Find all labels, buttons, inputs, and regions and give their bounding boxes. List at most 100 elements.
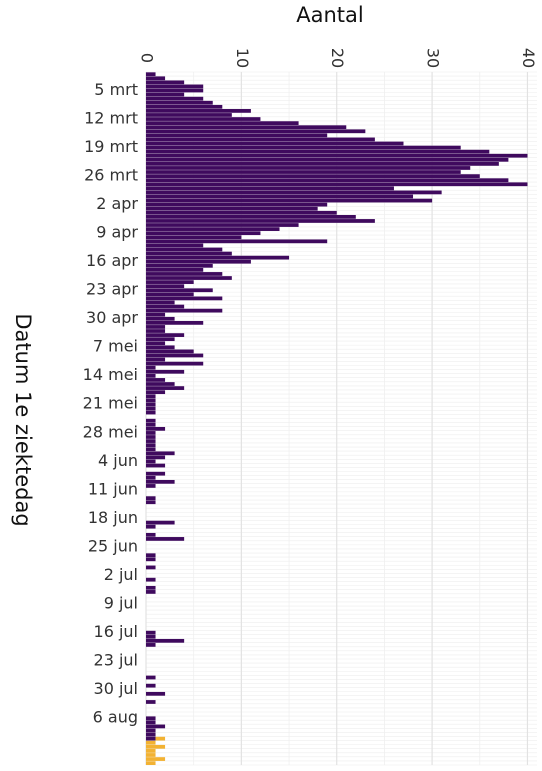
bar-series-1 bbox=[146, 455, 166, 460]
bar-series-1 bbox=[146, 125, 347, 130]
bar-series-1 bbox=[146, 210, 337, 215]
bar-series-1 bbox=[146, 357, 166, 362]
bar-series-1 bbox=[146, 157, 509, 162]
bar-series-1 bbox=[146, 312, 166, 317]
bar-series-1 bbox=[146, 675, 156, 680]
bar-series-1 bbox=[146, 145, 461, 150]
y-tick-label: 23 apr bbox=[86, 280, 138, 299]
bar-series-2 bbox=[155, 736, 166, 741]
bar-series-1 bbox=[146, 231, 261, 236]
bar-series-1 bbox=[146, 459, 156, 464]
bar-series-1 bbox=[146, 353, 204, 358]
bar-series-1 bbox=[146, 96, 204, 101]
bar-series-1 bbox=[146, 215, 356, 219]
bar-series-1 bbox=[146, 308, 223, 313]
bar-series-1 bbox=[146, 227, 280, 231]
bar-series-1 bbox=[146, 398, 156, 403]
bar-series-1 bbox=[146, 496, 156, 501]
bar-series-1 bbox=[146, 239, 328, 244]
bar-series-1 bbox=[146, 691, 166, 696]
bar-series-1 bbox=[146, 280, 194, 284]
y-tick-label: 4 jun bbox=[98, 451, 138, 470]
bar-series-1 bbox=[146, 361, 204, 366]
bar-series-1 bbox=[146, 471, 166, 476]
y-tick-label: 16 apr bbox=[86, 251, 138, 270]
x-axis-title: Aantal bbox=[296, 3, 363, 27]
x-tick-label: 0 bbox=[138, 53, 157, 63]
bar-series-1 bbox=[146, 316, 175, 321]
bar-series-1 bbox=[146, 255, 290, 260]
bar-series-1 bbox=[146, 72, 156, 77]
bar-series-1 bbox=[146, 638, 185, 643]
bar-series-1 bbox=[146, 565, 156, 570]
bar-series-1 bbox=[146, 296, 223, 301]
bar-series-1 bbox=[146, 76, 166, 81]
y-tick-label: 26 mrt bbox=[84, 165, 138, 184]
bar-series-1 bbox=[146, 378, 166, 382]
y-tick-label: 11 jun bbox=[88, 479, 138, 498]
x-tick-label: 30 bbox=[424, 48, 443, 68]
bar-series-1 bbox=[146, 683, 156, 688]
y-tick-label: 30 jul bbox=[94, 679, 138, 698]
bar-series-1 bbox=[146, 373, 156, 378]
bar-series-1 bbox=[146, 426, 166, 431]
bar-series-1 bbox=[146, 716, 156, 721]
bar-series-1 bbox=[146, 206, 318, 211]
y-tick-label: 2 jul bbox=[104, 565, 138, 584]
bar-series-1 bbox=[146, 720, 156, 725]
bar-series-1 bbox=[146, 178, 509, 183]
y-tick-label: 14 mei bbox=[83, 365, 138, 384]
bar-series-1 bbox=[146, 174, 480, 178]
bar-series-1 bbox=[146, 736, 156, 741]
bar-series-1 bbox=[146, 137, 375, 142]
bar-series-2 bbox=[146, 740, 156, 745]
bar-series-2 bbox=[146, 749, 156, 753]
x-tick-label: 20 bbox=[328, 48, 347, 68]
bar-series-1 bbox=[146, 643, 156, 647]
y-tick-label: 5 mrt bbox=[94, 80, 138, 99]
bar-series-1 bbox=[146, 369, 185, 374]
bar-series-1 bbox=[146, 153, 528, 158]
y-tick-label: 19 mrt bbox=[84, 137, 138, 156]
bar-series-1 bbox=[146, 630, 156, 635]
bar-series-1 bbox=[146, 475, 156, 480]
bar-series-1 bbox=[146, 259, 251, 264]
bar-series-1 bbox=[146, 113, 232, 117]
bar-series-1 bbox=[146, 337, 175, 342]
bar-series-1 bbox=[146, 276, 232, 280]
bar-series-1 bbox=[146, 532, 156, 537]
y-tick-label: 23 jul bbox=[94, 651, 138, 670]
bar-series-1 bbox=[146, 141, 404, 146]
bar-series-1 bbox=[146, 439, 156, 443]
y-axis-title: Datum 1e ziektedag bbox=[11, 313, 35, 526]
bar-series-1 bbox=[146, 320, 204, 325]
bar-series-1 bbox=[146, 117, 261, 121]
bar-series-1 bbox=[146, 109, 251, 113]
bar-series-1 bbox=[146, 422, 156, 427]
y-tick-label: 9 apr bbox=[96, 223, 138, 242]
bar-series-1 bbox=[146, 219, 375, 223]
y-tick-label: 21 mei bbox=[83, 394, 138, 413]
bar-series-1 bbox=[146, 382, 175, 386]
bar-series-1 bbox=[146, 520, 175, 525]
bar-series-1 bbox=[146, 104, 223, 109]
bar-series-1 bbox=[146, 341, 166, 346]
bar-series-2 bbox=[146, 753, 156, 757]
bar-series-1 bbox=[146, 553, 156, 558]
bar-series-1 bbox=[146, 223, 299, 227]
bar-series-1 bbox=[146, 402, 156, 407]
bar-series-1 bbox=[146, 149, 490, 154]
bar-series-1 bbox=[146, 267, 204, 272]
bar-series-1 bbox=[146, 447, 156, 452]
bar-series-1 bbox=[146, 585, 156, 590]
bar-series-1 bbox=[146, 463, 166, 468]
bar-series-1 bbox=[146, 133, 328, 138]
bar-series-1 bbox=[146, 202, 328, 207]
bar-series-1 bbox=[146, 300, 175, 305]
bar-series-1 bbox=[146, 406, 156, 411]
bar-series-1 bbox=[146, 288, 213, 293]
bar-series-1 bbox=[146, 451, 175, 456]
y-tick-label: 2 apr bbox=[96, 194, 138, 213]
bar-series-1 bbox=[146, 121, 299, 125]
